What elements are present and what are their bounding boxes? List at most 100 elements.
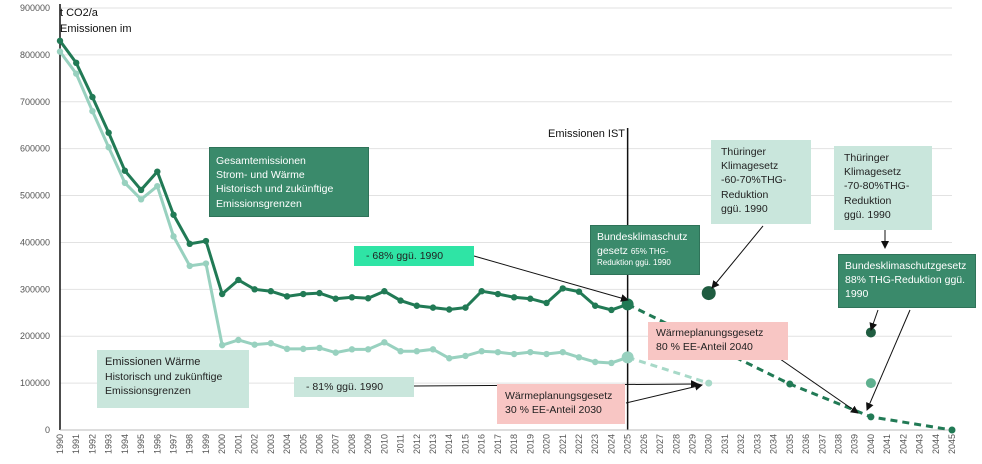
data-point-gesamt: [559, 285, 566, 292]
annotation-wpg2030: Wärmeplanungsgesetz 30 % EE-Anteil 2030: [497, 384, 625, 424]
data-point-waerme: [154, 182, 161, 190]
data-point-gesamt: [543, 299, 550, 307]
x-tick-label: 1996: [152, 434, 162, 454]
x-tick-label: 2032: [736, 434, 746, 454]
data-point-gesamt: [429, 304, 437, 311]
x-tick-label: 2025: [623, 434, 633, 454]
x-tick-label: 2043: [915, 434, 925, 454]
y-unit-label-2: Emissionen im: [60, 23, 132, 35]
bundes65-small-1: 65% THG-: [630, 247, 669, 257]
bundes65-gesetz: gesetz: [597, 245, 628, 258]
th7080-line-3: -70-80%THG-: [844, 180, 910, 193]
gesamt-line-2: Strom- und Wärme: [216, 169, 305, 182]
annotation-thueringen-6070: Thüringer Klimagesetz -60-70%THG- Redukt…: [711, 140, 811, 224]
gesamt-line-1: Gesamtemissionen: [216, 155, 306, 167]
th7080-line-5: ggü. 1990: [844, 208, 891, 221]
x-tick-label: 2026: [639, 434, 649, 454]
data-point-waerme: [381, 339, 388, 346]
data-point-waerme: [592, 358, 599, 366]
th7080-line-2: Klimagesetz: [844, 166, 902, 179]
x-tick-label: 2015: [460, 434, 470, 454]
data-point-waerme: [300, 345, 307, 353]
target-marker: [701, 286, 716, 301]
x-tick-label: 1990: [55, 434, 65, 454]
x-tick-label: 2027: [655, 434, 665, 454]
data-point-gesamt: [592, 302, 599, 309]
annotation-bundes88: Bundesklimaschutzgesetz 88% THG-Reduktio…: [838, 254, 976, 308]
data-point-waerme: [251, 341, 258, 348]
x-tick-label: 2041: [882, 434, 892, 454]
data-point-waerme: [446, 355, 453, 362]
y-tick-label: 800000: [20, 50, 50, 60]
data-point-gesamt: [218, 290, 226, 298]
data-point-waerme: [397, 348, 404, 355]
y-tick-label: 700000: [20, 97, 50, 107]
data-point-gesamt: [73, 59, 80, 67]
data-point-gesamt: [332, 295, 339, 302]
data-point-waerme: [202, 260, 210, 267]
target-marker: [865, 378, 876, 389]
y-axis: 0 100000 200000 300000 400000 500000 600000 700…: [20, 3, 629, 435]
wpg2040-line-2: 80 % EE-Anteil 2040: [656, 341, 753, 354]
target-path-waerme: [627, 355, 710, 385]
x-tick-label: 2007: [331, 434, 341, 454]
x-tick-label: 2044: [931, 434, 941, 454]
data-point-waerme: [218, 341, 226, 349]
gesamt-line-3: Historisch und zukünftige: [216, 183, 334, 196]
annotation-minus68: - 68% ggü. 1990: [354, 246, 474, 266]
y-tick-label: 500000: [20, 191, 50, 201]
x-tick-label: 2036: [801, 434, 811, 454]
x-tick-label: 2014: [444, 434, 454, 454]
data-point-waerme: [316, 344, 323, 352]
x-tick-label: 1994: [120, 434, 130, 454]
data-point-waerme: [267, 340, 275, 347]
x-tick-label: 2005: [298, 434, 308, 454]
x-tick-label: 1992: [87, 434, 97, 454]
data-point-gesamt: [283, 293, 291, 300]
x-tick-label: 2020: [542, 434, 552, 454]
data-point-gesamt: [478, 288, 485, 295]
x-tick-label: 2040: [866, 434, 876, 454]
data-point-gesamt: [510, 294, 518, 301]
target-path-waerme-point: [705, 379, 713, 387]
x-tick-label: 2000: [217, 434, 227, 454]
wpg2040-line-1: Wärmeplanungsgesetz: [656, 327, 764, 339]
x-tick-label: 2002: [250, 434, 260, 454]
x-tick-label: 2001: [233, 434, 243, 454]
target-path-gesamt-point: [786, 380, 794, 388]
waerme-line-1: Emissionen Wärme: [105, 356, 201, 368]
x-tick-label: 2042: [898, 434, 908, 454]
minus81-text: - 81% ggü. 1990: [306, 381, 384, 393]
x-tick-label: 2031: [720, 434, 730, 454]
annotation-minus81: - 81% ggü. 1990: [294, 377, 414, 397]
data-point-gesamt: [527, 295, 534, 302]
x-tick-label: 2006: [314, 434, 324, 454]
minus68-text: - 68% ggü. 1990: [366, 250, 444, 262]
annotation-arrow: [769, 351, 859, 414]
data-point-waerme: [283, 345, 291, 353]
th6070-line-2: Klimagesetz: [721, 160, 779, 173]
annotation-arrow: [869, 309, 879, 331]
x-tick-label: 2022: [574, 434, 584, 454]
data-point-gesamt: [316, 289, 323, 297]
data-point-gesamt: [462, 304, 469, 311]
x-tick-label: 2016: [477, 434, 487, 454]
data-point-gesamt: [56, 37, 64, 45]
data-point-waerme: [621, 351, 634, 364]
wpg2030-line-2: 30 % EE-Anteil 2030: [505, 404, 602, 417]
data-point-waerme: [510, 350, 518, 358]
annotation-waerme: Emissionen Wärme Historisch und zukünfti…: [97, 350, 249, 408]
x-tick-label: 2017: [493, 434, 503, 454]
x-tick-label: 2037: [817, 434, 827, 454]
data-point-gesamt: [137, 186, 145, 194]
x-tick-label: 2012: [412, 434, 422, 454]
data-point-gesamt: [608, 306, 615, 314]
x-tick-label: 1995: [136, 434, 146, 454]
annotation-bundes65: Bundesklimaschutz gesetz 65% THG- Redukt…: [590, 225, 700, 275]
x-tick-label: 2011: [396, 434, 406, 453]
data-point-waerme: [121, 179, 129, 187]
x-tick-label: 2029: [688, 434, 698, 454]
x-tick-label: 2003: [266, 434, 276, 454]
waerme-line-3: Emissionsgrenzen: [105, 385, 191, 398]
